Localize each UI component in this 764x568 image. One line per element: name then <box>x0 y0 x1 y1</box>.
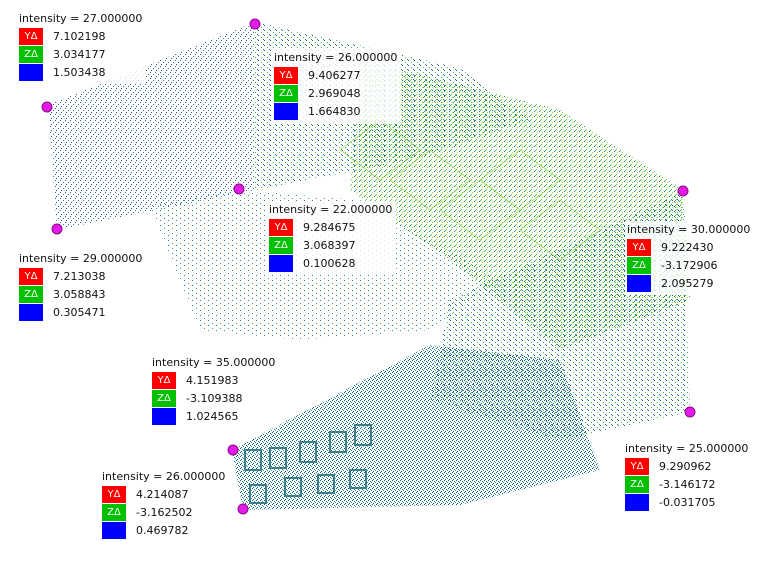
cloud-region-upper-left <box>48 22 255 230</box>
z-delta-swatch: ZΔ <box>627 256 651 274</box>
z-delta-swatch: ZΔ <box>625 475 649 493</box>
corner-marker[interactable] <box>237 503 249 515</box>
y-delta-value: 7.213038 <box>53 269 106 283</box>
third-delta-value: 1.664830 <box>308 104 361 118</box>
y-delta-swatch: YΔ <box>102 485 126 503</box>
third-delta-value: 1.024565 <box>186 409 239 423</box>
third-delta-value: 0.100628 <box>303 256 356 270</box>
measurement-card: intensity = 27.000000 YΔ 7.102198 ZΔ 3.034… <box>17 10 147 84</box>
third-delta-value: 1.503438 <box>53 65 106 79</box>
y-delta-swatch: YΔ <box>269 218 293 236</box>
intensity-title: intensity = 29.000000 <box>19 252 143 265</box>
third-delta-swatch <box>269 254 293 272</box>
intensity-title: intensity = 26.000000 <box>102 470 226 483</box>
corner-marker[interactable] <box>233 183 245 195</box>
third-delta-value: -0.031705 <box>659 495 716 509</box>
third-delta-value: 0.469782 <box>136 523 189 537</box>
corner-marker[interactable] <box>677 185 689 197</box>
corner-marker[interactable] <box>249 18 261 30</box>
cloud-region-floor <box>232 345 600 510</box>
z-delta-value: -3.162502 <box>136 505 193 519</box>
z-delta-value: -3.172906 <box>661 258 718 272</box>
z-delta-value: -3.109388 <box>186 391 243 405</box>
y-delta-swatch: YΔ <box>19 27 43 45</box>
wall-lattice <box>339 119 601 261</box>
z-delta-value: 2.969048 <box>308 86 361 100</box>
y-delta-value: 9.222430 <box>661 240 714 254</box>
y-delta-swatch: YΔ <box>627 238 651 256</box>
z-delta-value: -3.146172 <box>659 477 716 491</box>
intensity-title: intensity = 26.000000 <box>274 51 398 64</box>
y-delta-value: 7.102198 <box>53 29 106 43</box>
y-delta-swatch: YΔ <box>152 371 176 389</box>
corner-marker[interactable] <box>41 101 53 113</box>
z-delta-value: 3.034177 <box>53 47 106 61</box>
third-delta-swatch <box>152 407 176 425</box>
third-delta-swatch <box>19 303 43 321</box>
z-delta-swatch: ZΔ <box>269 236 293 254</box>
y-delta-value: 9.290962 <box>659 459 712 473</box>
y-delta-value: 4.151983 <box>186 373 239 387</box>
measurement-card: intensity = 26.000000 YΔ 4.214087 ZΔ -3.16… <box>100 468 230 542</box>
z-delta-swatch: ZΔ <box>274 84 298 102</box>
z-delta-value: 3.058843 <box>53 287 106 301</box>
measurement-card: intensity = 25.000000 YΔ 9.290962 ZΔ -3.14… <box>623 440 753 514</box>
intensity-title: intensity = 35.000000 <box>152 356 276 369</box>
z-delta-swatch: ZΔ <box>19 45 43 63</box>
floor-hatch <box>244 424 372 504</box>
third-delta-swatch <box>102 521 126 539</box>
y-delta-swatch: YΔ <box>274 66 298 84</box>
third-delta-swatch <box>19 63 43 81</box>
corner-marker[interactable] <box>227 444 239 456</box>
third-delta-value: 2.095279 <box>661 276 714 290</box>
measurement-card: intensity = 29.000000 YΔ 7.213038 ZΔ 3.058… <box>17 250 147 324</box>
third-delta-value: 0.305471 <box>53 305 106 319</box>
intensity-title: intensity = 27.000000 <box>19 12 143 25</box>
measurement-card: intensity = 26.000000 YΔ 9.406277 ZΔ 2.969… <box>272 49 402 123</box>
z-delta-value: 3.068397 <box>303 238 356 252</box>
third-delta-swatch <box>627 274 651 292</box>
z-delta-swatch: ZΔ <box>19 285 43 303</box>
z-delta-swatch: ZΔ <box>102 503 126 521</box>
third-delta-swatch <box>625 493 649 511</box>
y-delta-swatch: YΔ <box>625 457 649 475</box>
y-delta-value: 9.406277 <box>308 68 361 82</box>
y-delta-value: 9.284675 <box>303 220 356 234</box>
corner-marker[interactable] <box>51 223 63 235</box>
measurement-card: intensity = 35.000000 YΔ 4.151983 ZΔ -3.10… <box>150 354 280 428</box>
y-delta-value: 4.214087 <box>136 487 189 501</box>
y-delta-swatch: YΔ <box>19 267 43 285</box>
z-delta-swatch: ZΔ <box>152 389 176 407</box>
third-delta-swatch <box>274 102 298 120</box>
measurement-card: intensity = 30.000000 YΔ 9.222430 ZΔ -3.17… <box>625 221 755 295</box>
intensity-title: intensity = 22.000000 <box>269 203 393 216</box>
intensity-title: intensity = 30.000000 <box>627 223 751 236</box>
intensity-title: intensity = 25.000000 <box>625 442 749 455</box>
corner-marker[interactable] <box>684 406 696 418</box>
measurement-card: intensity = 22.000000 YΔ 9.284675 ZΔ 3.068… <box>267 201 397 275</box>
